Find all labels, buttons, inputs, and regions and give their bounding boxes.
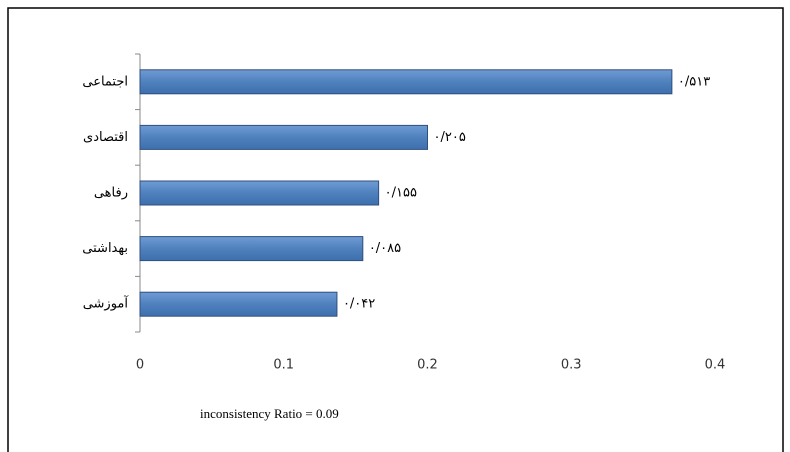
bar-label: ۰/۲۰۵ — [434, 130, 466, 145]
bar-label: ۰/۰۴۲ — [343, 297, 375, 312]
bar — [139, 236, 364, 262]
x-tick-label: 0 — [136, 358, 144, 373]
bar-label: ۰/۱۵۵ — [385, 186, 417, 201]
x-tick-label: 0.2 — [417, 358, 438, 373]
bar — [139, 69, 673, 95]
bar-label: ۰/۰۸۵ — [369, 241, 401, 256]
x-tick-label: 0.3 — [561, 358, 582, 373]
footnote: inconsistency Ratio = 0.09 — [200, 406, 339, 421]
bar — [139, 124, 428, 150]
bar-label: ۰/۵۱۳ — [678, 74, 710, 89]
y-tick-label: اجتماعی — [82, 74, 128, 89]
y-tick-label: بهداشتی — [82, 241, 128, 256]
bar — [139, 180, 380, 206]
x-tick-label: 0.1 — [273, 358, 294, 373]
frame — [7, 7, 784, 452]
y-tick-label: آموزشی — [83, 295, 130, 312]
bar — [139, 291, 338, 317]
y-tick-label: اقتصادی — [83, 130, 128, 145]
y-tick-label: رفاهی — [94, 186, 128, 201]
x-tick-label: 0.4 — [705, 358, 726, 373]
